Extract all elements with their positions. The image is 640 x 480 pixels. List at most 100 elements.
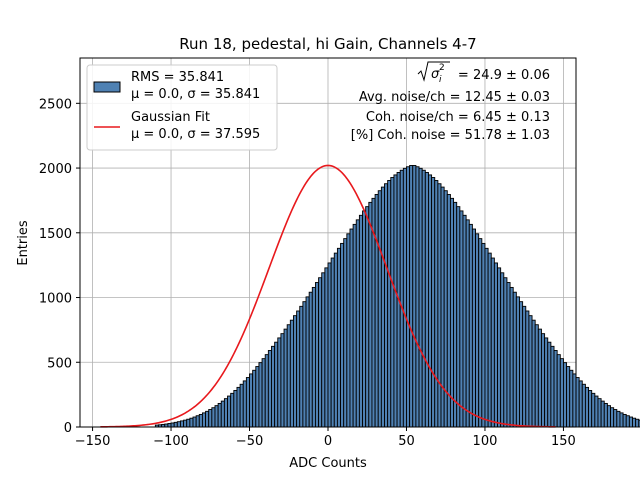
histogram-bar <box>531 319 536 428</box>
histogram-bar <box>500 272 505 428</box>
histogram-bar <box>512 291 517 428</box>
noise-annotations: σ i 2 = 24.9 ± 0.06 Avg. noise/ch = 12.4… <box>351 61 550 143</box>
histogram-bar <box>475 233 480 428</box>
histogram-bar <box>283 328 288 428</box>
histogram-bar <box>227 395 232 428</box>
histogram-bar <box>487 252 492 428</box>
histogram-bar <box>362 210 367 428</box>
x-axis-label: ADC Counts <box>289 456 367 471</box>
histogram-bar <box>277 337 282 428</box>
histogram-bar <box>314 282 320 428</box>
histogram-bar <box>286 324 291 428</box>
legend-fit-label: Gaussian Fit <box>131 110 210 125</box>
histogram-bar <box>421 169 426 428</box>
histogram-bar <box>553 350 558 428</box>
histogram-bar <box>490 257 495 428</box>
histogram-bar <box>440 186 445 428</box>
histogram-bar <box>638 419 640 428</box>
legend-box <box>86 64 278 151</box>
histogram-bar <box>456 206 461 428</box>
histogram-bar <box>280 333 285 428</box>
svg-text:2: 2 <box>439 63 445 73</box>
y-axis-ticks: 0 500 1000 1500 2000 2500 <box>39 97 80 436</box>
histogram-bar <box>242 380 247 428</box>
legend-histogram-label: RMS = 35.841 <box>131 70 224 85</box>
histogram-bar <box>387 180 392 428</box>
histogram-bar <box>236 386 241 428</box>
histogram-bar <box>274 341 279 428</box>
histogram-bar <box>308 291 313 428</box>
histogram-bar <box>358 214 363 428</box>
histogram-bar <box>600 400 605 428</box>
histogram-bar <box>267 350 272 428</box>
histogram-bar <box>302 301 307 428</box>
histogram-bar <box>192 416 197 428</box>
histogram-bar <box>541 333 546 428</box>
x-axis-ticks: −150 −100 −50 0 50 100 150 <box>75 427 576 449</box>
chart-title: Run 18, pedestal, hi Gain, Channels 4-7 <box>179 35 476 53</box>
histogram-bar <box>299 305 304 428</box>
histogram-bar <box>252 369 257 428</box>
histogram-bar <box>258 362 263 428</box>
histogram-bar <box>613 409 618 428</box>
histogram-bar <box>471 228 476 428</box>
histogram-bar <box>330 257 335 428</box>
histogram-bar <box>525 310 530 428</box>
histogram-bar <box>635 418 640 428</box>
histogram-bar <box>201 412 207 428</box>
histogram-bar <box>173 421 178 428</box>
histogram-bar <box>509 286 514 428</box>
histogram-bar <box>384 183 389 428</box>
legend: RMS = 35.841 μ = 0.0, σ = 35.841 Gaussia… <box>86 64 278 151</box>
histogram-bar <box>616 410 621 428</box>
y-tick-label: 2000 <box>39 162 72 177</box>
histogram-bar <box>170 422 175 428</box>
histogram-bar <box>374 194 379 428</box>
histogram-bar <box>180 420 185 428</box>
histogram-bar <box>434 180 439 428</box>
histogram-bar <box>625 415 630 428</box>
histogram-bar <box>534 324 539 428</box>
histogram-bar <box>522 305 527 428</box>
histogram-bar <box>245 377 250 428</box>
histogram-bar <box>336 247 342 428</box>
coh-percent-annotation: [%] Coh. noise = 51.78 ± 1.03 <box>351 128 550 143</box>
histogram-bar <box>588 390 593 428</box>
histogram-bar <box>255 366 260 428</box>
histogram-bar <box>230 392 235 428</box>
legend-histogram-stats: μ = 0.0, σ = 35.841 <box>131 87 260 102</box>
x-tick-label: −100 <box>153 434 189 449</box>
histogram-bar <box>409 165 414 428</box>
histogram-bar <box>321 272 326 428</box>
histogram-bar <box>622 413 627 428</box>
histogram-bar <box>217 402 222 428</box>
x-tick-label: −150 <box>75 434 111 449</box>
histogram-bar <box>484 247 489 428</box>
histogram-bar <box>412 165 417 428</box>
histogram-bar <box>603 402 608 428</box>
histogram-bar <box>377 190 382 428</box>
histogram-bar <box>208 409 213 428</box>
histogram-bar <box>465 219 470 428</box>
histogram-bar <box>186 418 191 428</box>
histogram-bar <box>399 169 404 428</box>
y-axis-label: Entries <box>16 220 31 266</box>
histogram-bar <box>195 415 200 428</box>
histogram-bar <box>214 405 219 428</box>
histogram-bar <box>418 167 423 428</box>
histogram-bar <box>544 337 549 428</box>
histogram-bar <box>594 395 599 428</box>
histogram-bar <box>233 390 238 428</box>
histogram-bar <box>261 358 266 428</box>
histogram-bar <box>167 423 172 428</box>
histogram-bar <box>556 354 561 428</box>
histogram-bar <box>581 383 586 428</box>
histogram-bar <box>503 277 508 428</box>
histogram-bar <box>349 228 354 428</box>
svg-text:i: i <box>439 75 442 85</box>
histogram-bar <box>506 282 511 428</box>
histogram-bar <box>393 174 398 428</box>
histogram-bar <box>289 319 294 428</box>
histogram-bar <box>296 310 301 428</box>
histogram-bar <box>239 383 244 428</box>
